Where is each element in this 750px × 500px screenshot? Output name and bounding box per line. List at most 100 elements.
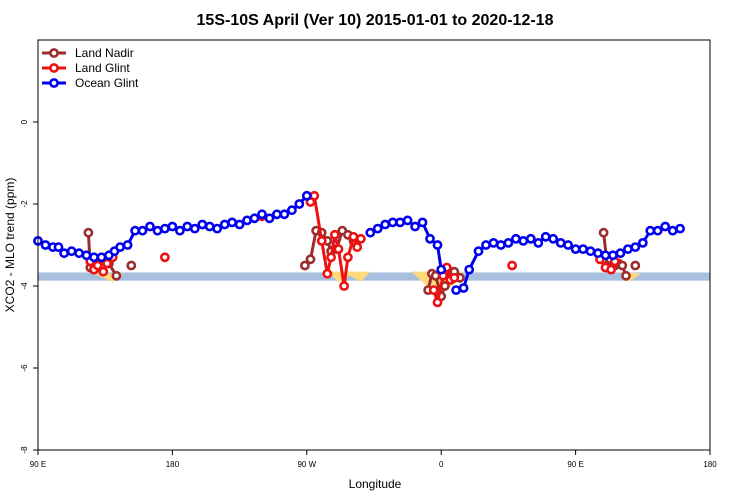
ocean-glint-point [227,217,237,228]
ocean-glint-point [525,233,536,244]
ocean-glint-point [548,233,559,244]
ocean-glint-point [301,190,312,201]
legend-marker-land-glint [49,63,59,73]
ocean-glint-point [464,264,475,275]
x-tick-label: 0 [439,460,444,469]
y-tick-label: -6 [20,364,29,372]
ocean-glint-point [503,237,514,248]
ocean-glint-point [182,221,193,232]
ocean-glint-point [372,223,383,234]
x-tick-label: 90 E [567,460,583,469]
ocean-glint-point [286,205,297,216]
land-glint-point [309,190,320,201]
ocean-glint-point [271,209,282,220]
ocean-glint-point [585,246,596,257]
ocean-glint-point [473,246,484,257]
ocean-glint-point [204,221,215,232]
land-glint-point [316,235,327,246]
y-tick-label: -4 [20,282,29,290]
legend-marker-ocean-glint [49,78,59,88]
ocean-glint-point [96,252,107,263]
land-nadir-point [630,260,641,271]
ocean-glint-point [365,227,376,238]
land-glint-point [102,258,112,269]
ocean-glint-point [675,223,685,234]
ocean-glint-point [615,248,626,259]
ocean-glint-point [630,242,641,252]
ocean-glint-point [264,213,275,224]
y-tick-label: 0 [20,119,29,124]
ocean-glint-point [417,217,428,228]
ocean-glint-point [540,231,551,242]
ocean-glint-point [637,237,648,248]
land-nadir-point [111,270,122,281]
land-glint-point [428,285,439,295]
land-glint-point [326,252,336,263]
ocean-glint-point [249,213,260,224]
ocean-glint-point [89,252,99,263]
land-fill-1 [327,271,371,282]
land-nadir-point [305,254,316,265]
ocean-glint-point [395,217,405,228]
ocean-glint-point [234,219,245,230]
land-nadir-point [126,260,137,271]
x-tick-label: 90 W [297,460,316,469]
land-nadir-point [299,260,310,271]
land-nadir-point [617,260,628,271]
land-glint-point [348,231,359,242]
land-glint-point [355,233,366,244]
ocean-glint-point [81,250,92,261]
ocean-glint-point [608,250,618,261]
ocean-glint-point [197,219,208,230]
reference-band [38,272,710,281]
land-glint-point [98,266,109,277]
land-glint-point [606,264,616,275]
ocean-glint-point [294,199,305,209]
land-nadir-point [621,270,631,281]
ocean-glint-point [432,240,443,250]
land-glint-point [159,252,170,263]
series-ocean-glint [33,190,685,295]
ocean-glint-point [279,209,290,220]
land-glint-point [329,229,340,240]
ocean-glint-point [174,225,185,236]
land-glint-point [342,252,353,263]
land-glint-point [92,260,103,271]
ocean-glint-point [53,242,64,252]
ocean-glint-point [623,244,633,254]
ocean-glint-point [115,242,125,252]
ocean-glint-point [380,219,391,230]
land-nadir-point [598,227,609,238]
x-tick-label: 180 [166,460,180,469]
land-nadir-point [83,227,94,238]
ocean-glint-point [66,246,77,257]
ocean-glint-point [593,248,603,259]
land-glint-point [507,260,517,271]
y-axis-label: XCO2 - MLO trend (ppm) [3,178,17,313]
ocean-glint-point [212,223,223,234]
ocean-glint-point [652,225,663,236]
ocean-glint-point [167,221,178,232]
land-glint-point [352,242,363,252]
x-tick-label: 90 E [30,460,46,469]
legend-label-land-nadir: Land Nadir [75,46,134,60]
ocean-glint-point [425,233,435,244]
legend-label-ocean-glint: Ocean Glint [75,76,139,90]
land-glint-point [449,272,460,283]
legend-marker-land-nadir [49,48,59,58]
ocean-glint-point [410,221,420,232]
y-tick-label: -2 [20,200,29,208]
ocean-glint-point [533,237,544,248]
ocean-glint-point [402,215,413,226]
ocean-glint-point [122,240,133,250]
land-glint-point [322,268,333,279]
ocean-glint-point [145,221,155,232]
ocean-glint-point [495,240,506,250]
ocean-glint-point [189,223,200,234]
ocean-glint-point [660,221,671,232]
ocean-glint-point [458,283,469,293]
ocean-glint-point [451,285,461,295]
ocean-glint-point [518,235,529,246]
y-tick-label: -8 [20,446,29,454]
